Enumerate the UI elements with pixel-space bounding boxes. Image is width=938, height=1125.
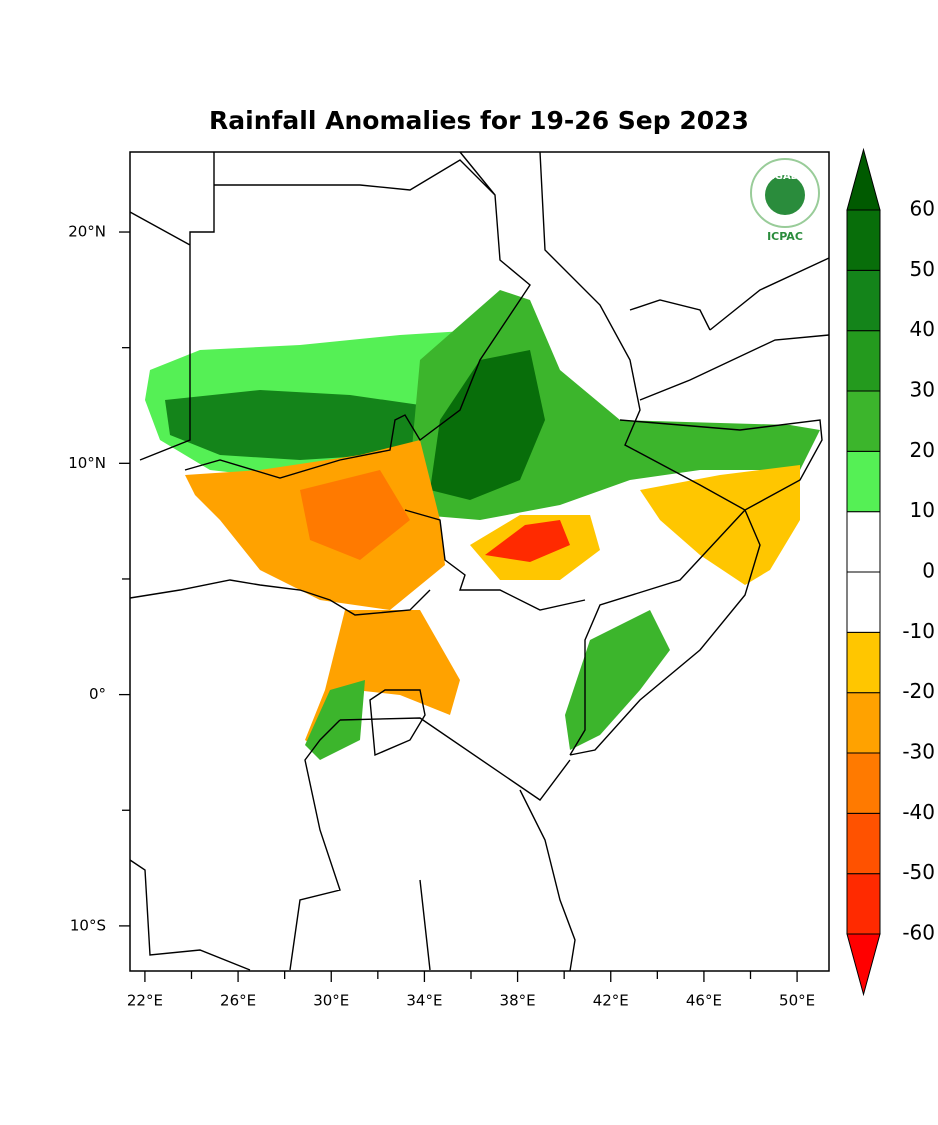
colorbar-label: -50	[902, 860, 935, 884]
colorbar-label: 10	[910, 498, 935, 522]
border	[129, 151, 830, 972]
y-tick-label: 0°	[89, 685, 106, 703]
anomaly-field	[485, 520, 570, 562]
anomaly-field	[640, 465, 800, 585]
colorbar-segment	[846, 631, 881, 694]
colorbar-label: -30	[902, 740, 935, 764]
anomaly-field	[300, 470, 410, 560]
colorbar-label: 60	[910, 197, 935, 221]
colorbar: -60 -50 -40 -30 -20 -10 0 10 20 30 40 50 60	[846, 147, 935, 997]
colorbar-segment	[846, 269, 881, 332]
x-tick-label: 38°E	[500, 992, 536, 1010]
colorbar-segment	[846, 511, 881, 573]
map-frame	[129, 151, 830, 972]
logo-emblem	[765, 175, 805, 215]
x-tick-label: 50°E	[779, 992, 815, 1010]
colorbar-segment	[846, 390, 881, 452]
colorbar-segment	[846, 692, 881, 754]
colorbar-segment	[846, 812, 881, 875]
colorbar-label: -40	[902, 800, 935, 824]
map-area	[129, 151, 830, 972]
x-tick-label: 34°E	[406, 992, 442, 1010]
axes: 22°E 26°E 30°E 34°E 38°E 42°E 46°E 50°E 20°N 10°N…	[68, 223, 815, 1010]
anomaly-field	[305, 610, 460, 750]
x-tick-label: 42°E	[593, 992, 629, 1010]
anomaly-field	[430, 350, 545, 500]
colorbar-label: 0	[922, 559, 935, 583]
y-tick-label: 10°S	[70, 916, 106, 934]
colorbar-label: 20	[910, 438, 935, 462]
colorbar-segment	[846, 752, 881, 814]
map-title: Rainfall Anomalies for 19-26 Sep 2023	[209, 106, 749, 135]
lake	[369, 689, 426, 757]
colorbar-extension	[846, 933, 881, 997]
colorbar-segment	[846, 450, 881, 513]
colorbar-segment	[846, 873, 881, 935]
y-tick-label: 20°N	[68, 223, 106, 241]
colorbar-label: -10	[902, 619, 935, 643]
anomaly-field	[165, 390, 440, 460]
colorbar-segment	[846, 571, 881, 633]
y-tick-label: 10°N	[68, 454, 106, 472]
anomaly-field	[565, 610, 670, 750]
x-tick-label: 22°E	[127, 992, 163, 1010]
colorbar-label: -20	[902, 679, 935, 703]
logo-text: ICPAC	[767, 230, 803, 243]
colorbar-extension	[846, 147, 881, 211]
colorbar-segment	[846, 209, 881, 271]
colorbar-label: 50	[910, 257, 935, 281]
x-tick-label: 30°E	[313, 992, 349, 1010]
colorbar-label: 30	[910, 378, 935, 402]
colorbar-label: 40	[910, 317, 935, 341]
colorbar-segment	[846, 330, 881, 392]
logo: IGAD ICPAC	[750, 158, 820, 243]
x-tick-label: 26°E	[220, 992, 256, 1010]
colorbar-label: -60	[902, 921, 935, 945]
logo-text: IGAD	[771, 171, 799, 182]
x-tick-label: 46°E	[686, 992, 722, 1010]
